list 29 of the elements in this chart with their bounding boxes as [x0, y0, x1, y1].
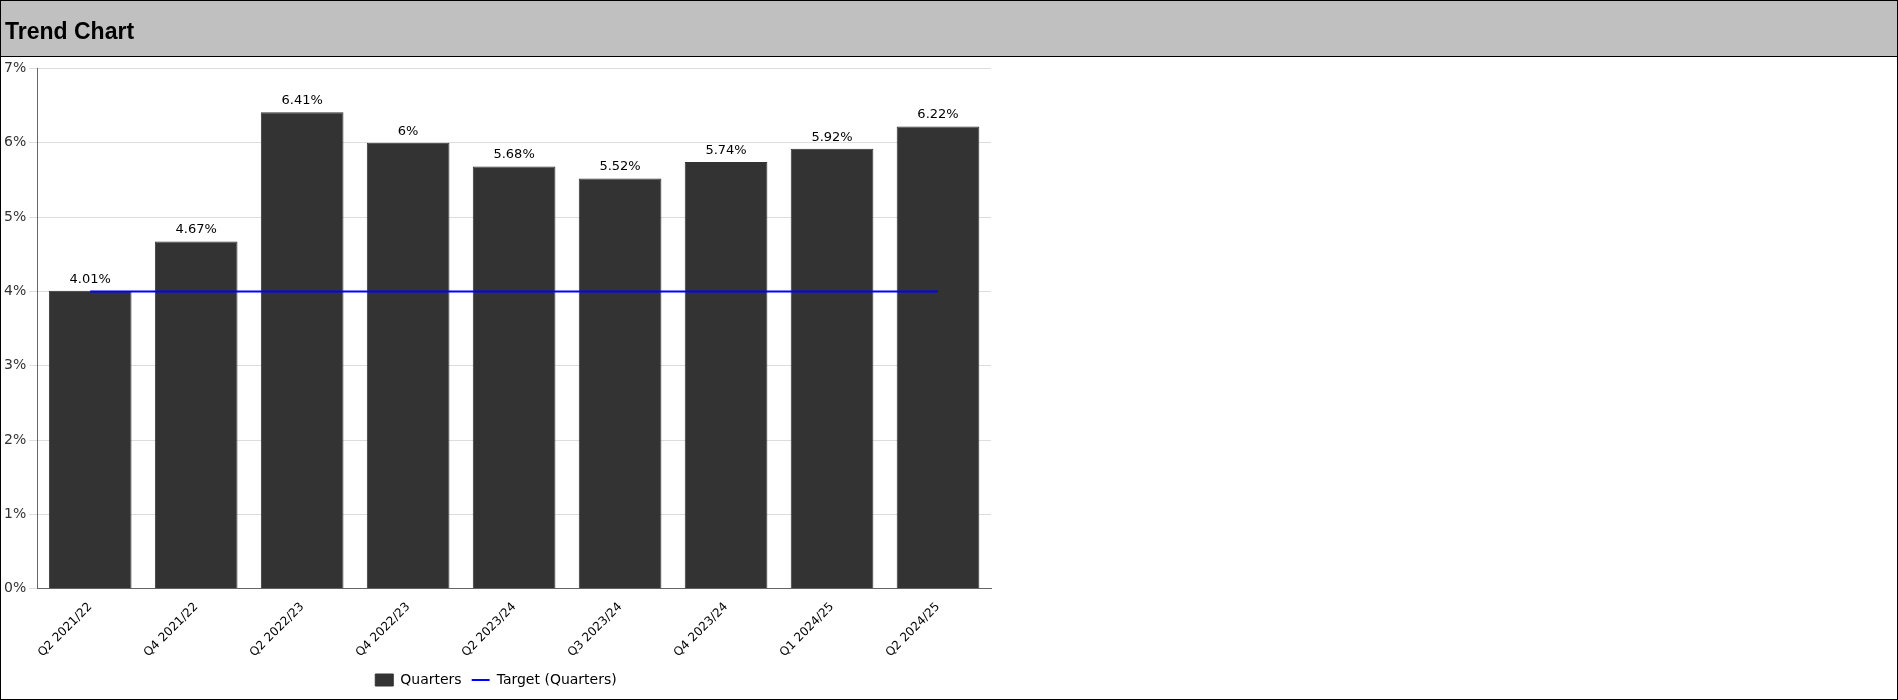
- chart-title: Trend Chart: [1, 1, 1897, 57]
- bar: [154, 241, 238, 589]
- data-label: 5.52%: [599, 158, 641, 174]
- data-label: 6.22%: [917, 106, 959, 122]
- data-label: 6.41%: [281, 92, 323, 108]
- bar: [48, 290, 132, 589]
- y-tick-label: 4%: [3, 282, 27, 299]
- y-tick-label: 2%: [3, 430, 27, 447]
- bar: [578, 178, 662, 589]
- y-tick-label: 5%: [3, 207, 27, 224]
- bar: [260, 112, 344, 589]
- y-tick-label: 0%: [3, 579, 27, 596]
- data-label: 5.68%: [493, 146, 535, 162]
- data-label: 5.92%: [811, 128, 853, 144]
- y-tick-label: 6%: [3, 133, 27, 150]
- data-label: 5.74%: [705, 141, 747, 157]
- bar: [684, 162, 768, 589]
- bar: [896, 126, 980, 589]
- legend-label: Target (Quarters): [495, 670, 617, 687]
- data-label: 4.67%: [175, 221, 217, 237]
- y-tick-label: 1%: [3, 505, 27, 522]
- y-tick-label: 3%: [3, 356, 27, 373]
- data-label: 6%: [397, 122, 419, 138]
- bar: [472, 166, 556, 589]
- bar: [366, 142, 450, 589]
- legend-label: Quarters: [400, 670, 462, 687]
- y-tick-label: 7%: [3, 59, 27, 76]
- bar: [790, 148, 874, 589]
- data-label: 4.01%: [69, 270, 111, 286]
